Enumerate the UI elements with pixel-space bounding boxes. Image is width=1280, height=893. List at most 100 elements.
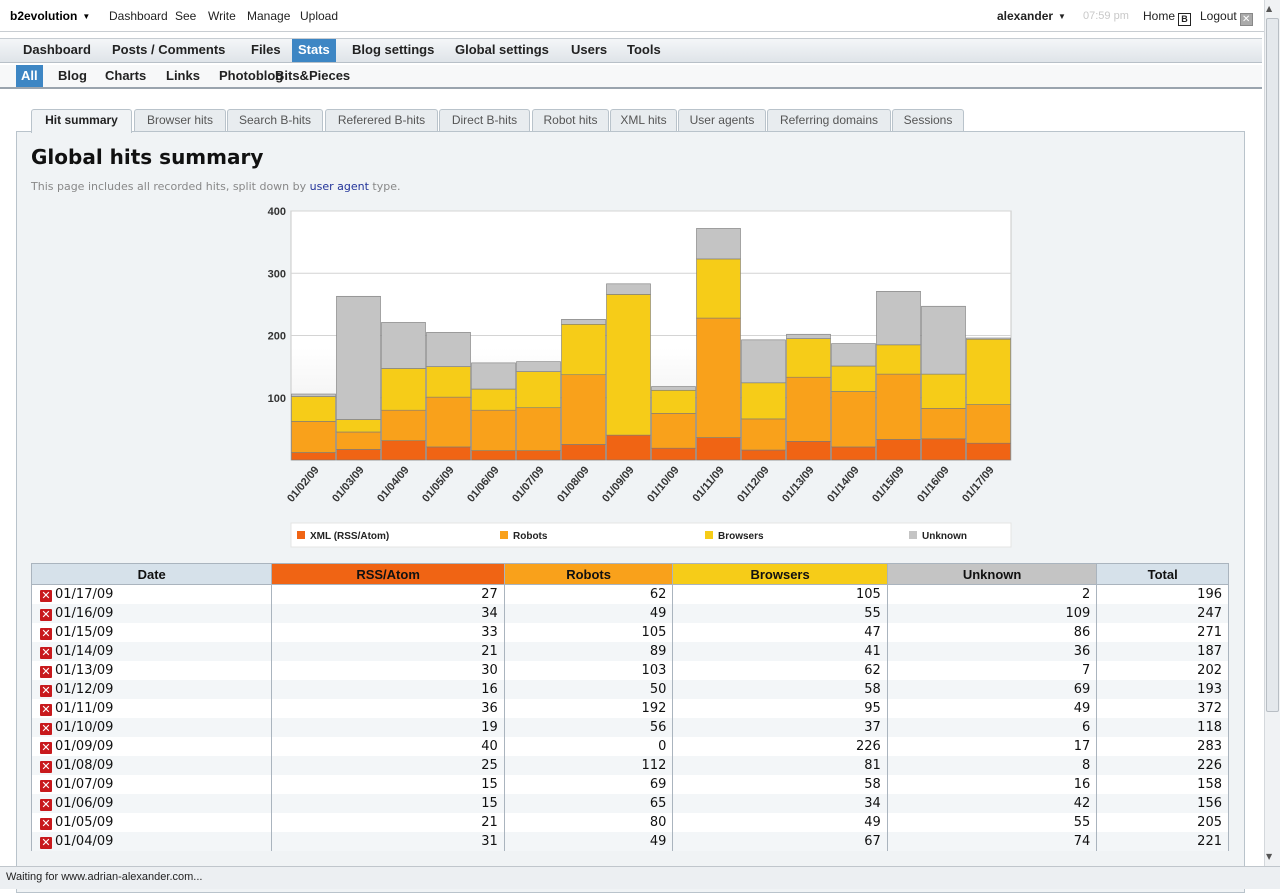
- submenu-blog[interactable]: Blog: [58, 68, 87, 83]
- menu-tools[interactable]: Tools: [627, 42, 661, 57]
- col-rss-header[interactable]: RSS/Atom: [271, 563, 505, 585]
- table-row: ✕ 01/09/09 40 0 226 17 283: [30, 737, 1229, 756]
- bar-segment: [921, 438, 966, 461]
- delete-icon[interactable]: ✕: [40, 589, 52, 602]
- table-row: ✕ 01/17/09 27 62 105 2 196: [30, 584, 1229, 604]
- submenu-charts[interactable]: Charts: [105, 68, 147, 83]
- tab-hit-summary[interactable]: Hit summary: [31, 109, 132, 133]
- bar-segment: [921, 305, 966, 375]
- tab-robot-hits[interactable]: Robot hits: [532, 109, 609, 131]
- unknown-cell: 16: [886, 775, 1098, 794]
- scroll-down-arrow-icon[interactable]: ▼: [1266, 852, 1273, 861]
- unknown-cell: 17: [886, 737, 1098, 756]
- tab-user-agents[interactable]: User agents: [678, 109, 766, 131]
- date-cell: ✕ 01/11/09: [30, 699, 273, 718]
- tab-referered-b-hits[interactable]: Referered B-hits: [325, 109, 438, 131]
- delete-icon[interactable]: ✕: [40, 760, 52, 773]
- total-cell: 118: [1096, 718, 1229, 737]
- date-cell: ✕ 01/15/09: [30, 623, 273, 642]
- submenu-links[interactable]: Links: [166, 68, 200, 83]
- scrollbar-thumb[interactable]: [1266, 18, 1279, 712]
- submenu-photoblog[interactable]: Photoblog: [219, 68, 284, 83]
- scroll-up-arrow-icon[interactable]: ▲: [1266, 4, 1273, 13]
- delete-icon[interactable]: ✕: [40, 627, 52, 640]
- date-cell: ✕ 01/14/09: [30, 642, 273, 661]
- robots-cell: 65: [503, 794, 674, 813]
- chevron-down-icon: ▼: [1058, 12, 1066, 21]
- bar-segment: [426, 366, 471, 398]
- delete-icon[interactable]: ✕: [40, 646, 52, 659]
- date-label: 01/16/09: [55, 606, 114, 621]
- bar-segment: [831, 446, 876, 461]
- bar-segment: [426, 446, 471, 461]
- bar-segment: [291, 452, 336, 461]
- x-tick-label: 01/08/09: [555, 464, 592, 505]
- delete-icon[interactable]: ✕: [40, 817, 52, 830]
- menu-global-settings[interactable]: Global settings: [455, 42, 549, 57]
- table-row: ✕ 01/12/09 16 50 58 69 193: [30, 680, 1229, 699]
- home-link[interactable]: Home B: [1143, 9, 1192, 26]
- tab-sessions[interactable]: Sessions: [892, 109, 964, 131]
- menu-stats[interactable]: Stats: [292, 39, 336, 62]
- bar-segment: [471, 450, 516, 461]
- menu-users[interactable]: Users: [571, 42, 608, 57]
- toplink-write[interactable]: Write: [208, 9, 236, 23]
- col-browsers-header[interactable]: Browsers: [672, 563, 888, 585]
- unknown-cell: 42: [886, 794, 1098, 813]
- total-cell: 196: [1096, 584, 1229, 604]
- toplink-upload[interactable]: Upload: [300, 9, 339, 23]
- bar-segment: [291, 393, 336, 397]
- menu-posts-comments[interactable]: Posts / Comments: [112, 42, 226, 57]
- delete-icon[interactable]: ✕: [40, 798, 52, 811]
- delete-icon[interactable]: ✕: [40, 722, 52, 735]
- col-date-header[interactable]: Date: [30, 563, 273, 585]
- toplink-see[interactable]: See: [175, 9, 197, 23]
- col-total-header[interactable]: Total: [1096, 563, 1229, 585]
- total-cell: 187: [1096, 642, 1229, 661]
- submenu-bits-pieces[interactable]: Bits&Pieces: [275, 68, 351, 83]
- date-cell: ✕ 01/10/09: [30, 718, 273, 737]
- rss-cell: 21: [271, 642, 505, 661]
- date-cell: ✕ 01/17/09: [30, 584, 273, 604]
- menu-dashboard[interactable]: Dashboard: [23, 42, 91, 57]
- tab-direct-b-hits[interactable]: Direct B-hits: [439, 109, 530, 131]
- bar-segment: [561, 319, 606, 325]
- unknown-cell: 49: [886, 699, 1098, 718]
- delete-icon[interactable]: ✕: [40, 741, 52, 754]
- col-robots-header[interactable]: Robots: [503, 563, 674, 585]
- toplink-dashboard[interactable]: Dashboard: [109, 9, 168, 23]
- x-tick-label: 01/10/09: [645, 464, 682, 505]
- submenu-all[interactable]: All: [16, 65, 43, 87]
- date-label: 01/12/09: [55, 682, 114, 697]
- x-tick-label: 01/14/09: [825, 464, 862, 505]
- date-cell: ✕ 01/09/09: [30, 737, 273, 756]
- robots-cell: 56: [503, 718, 674, 737]
- tab-referring-domains[interactable]: Referring domains: [767, 109, 891, 131]
- menu-files[interactable]: Files: [251, 42, 281, 57]
- col-unknown-header[interactable]: Unknown: [886, 563, 1098, 585]
- delete-icon[interactable]: ✕: [40, 665, 52, 678]
- browsers-cell: 41: [672, 642, 888, 661]
- delete-icon[interactable]: ✕: [40, 608, 52, 621]
- legend-swatch: [909, 531, 917, 539]
- delete-icon[interactable]: ✕: [40, 779, 52, 792]
- date-cell: ✕ 01/13/09: [30, 661, 273, 680]
- logout-link[interactable]: Logout ✕: [1200, 9, 1253, 26]
- date-label: 01/07/09: [55, 777, 114, 792]
- total-cell: 372: [1096, 699, 1229, 718]
- toplink-manage[interactable]: Manage: [247, 9, 291, 23]
- browsers-cell: 55: [672, 604, 888, 623]
- tab-search-b-hits[interactable]: Search B-hits: [227, 109, 323, 131]
- user-agent-link[interactable]: user agent: [309, 180, 369, 193]
- delete-icon[interactable]: ✕: [40, 684, 52, 697]
- delete-icon[interactable]: ✕: [40, 703, 52, 716]
- bar-segment: [381, 409, 426, 442]
- menu-blog-settings[interactable]: Blog settings: [352, 42, 435, 57]
- delete-icon[interactable]: ✕: [40, 836, 52, 849]
- user-menu[interactable]: alexander ▼: [997, 9, 1066, 23]
- tab-xml-hits[interactable]: XML hits: [610, 109, 677, 131]
- main-menu: Dashboard Posts / Comments Files Stats B…: [0, 38, 1262, 63]
- tab-browser-hits[interactable]: Browser hits: [134, 109, 226, 131]
- brand-menu[interactable]: b2evolution ▼: [10, 9, 90, 23]
